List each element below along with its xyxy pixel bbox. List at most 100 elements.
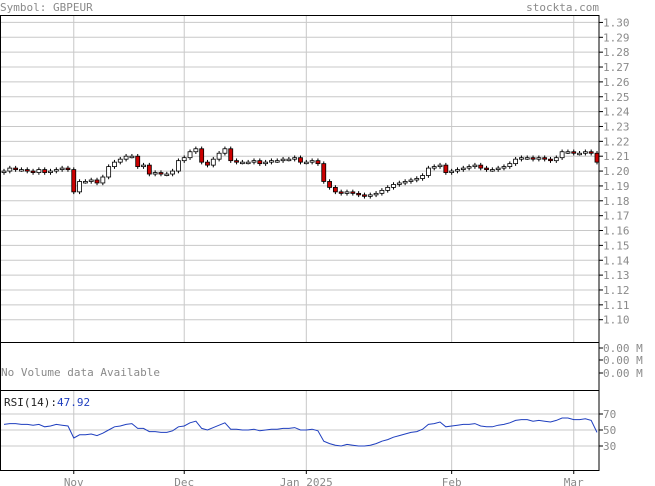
candle-body <box>542 157 548 160</box>
candle-body <box>228 148 234 162</box>
candle-body <box>117 158 123 163</box>
time-axis: Nov Dec Jan 2025 Feb Mar <box>64 470 584 486</box>
price-tick-label: 1.18 <box>603 195 630 208</box>
candle-body <box>350 191 356 194</box>
candle-body <box>582 151 588 154</box>
price-tick-label: 1.11 <box>603 299 630 312</box>
candle-body <box>199 148 205 163</box>
candle-body <box>489 169 495 172</box>
candle-body <box>176 160 181 172</box>
price-tick-label: 1.12 <box>603 284 630 297</box>
candle-body <box>222 148 228 154</box>
candle-body <box>437 164 443 168</box>
panel-frame <box>0 390 600 471</box>
candle-body <box>519 157 524 160</box>
candle-body <box>362 194 367 197</box>
price-tick-label: 1.19 <box>603 180 630 193</box>
candle-body <box>193 148 199 153</box>
candle-body <box>315 160 321 165</box>
candle-body <box>472 164 478 168</box>
price-tick-label: 1.17 <box>603 210 630 223</box>
candle-body <box>205 161 210 166</box>
candle-body <box>571 151 577 154</box>
price-axis: 1.30 1.29 1.28 1.27 1.26 1.25 1.241.23 1.22 1.21… <box>599 16 630 327</box>
price-tick-label: 1.16 <box>603 225 630 238</box>
candle-body <box>164 173 170 176</box>
candle-body <box>524 157 530 160</box>
candle-body <box>245 161 251 165</box>
rsi-line <box>3 417 598 447</box>
price-tick-label: 1.22 <box>603 135 630 148</box>
candle-body <box>548 158 553 162</box>
candle-body <box>431 166 437 169</box>
candle-body <box>7 167 13 172</box>
candle-body <box>338 191 344 194</box>
candle-body <box>88 179 94 182</box>
candle-body <box>257 160 263 165</box>
candle-body <box>77 181 82 193</box>
candle-body <box>181 157 187 162</box>
volume-message: No Volume data Available <box>1 366 160 379</box>
candle-body <box>513 158 519 165</box>
candle-body <box>53 169 59 172</box>
rsi-tick-label: 30 <box>603 440 616 453</box>
candle-body <box>42 169 48 173</box>
price-tick-label: 1.29 <box>603 31 630 44</box>
candle-body <box>292 157 298 160</box>
candle-body <box>385 187 391 191</box>
candle-body <box>408 179 414 182</box>
candle-body <box>588 151 594 154</box>
candle-body <box>65 167 71 170</box>
candle-body <box>123 155 129 160</box>
panel-frames <box>0 15 600 471</box>
price-tick-label: 1.13 <box>603 269 630 282</box>
time-tick-label: Nov <box>64 476 84 486</box>
site-label: stockta.com <box>526 1 599 14</box>
price-tick-label: 1.14 <box>603 254 630 267</box>
rsi-gridlines <box>0 390 599 470</box>
candle-body <box>269 160 274 163</box>
candle-body <box>251 160 257 163</box>
candle-body <box>553 157 559 162</box>
candle-body <box>426 167 431 176</box>
rsi-value: 47.92 <box>57 396 90 409</box>
candle-body <box>274 160 280 163</box>
candle-body <box>344 191 350 194</box>
candle-body <box>507 163 513 168</box>
time-tick-label: Jan 2025 <box>280 476 333 486</box>
price-tick-label: 1.26 <box>603 76 630 89</box>
candle-body <box>536 157 542 160</box>
candle-body <box>129 155 135 159</box>
candle-body <box>373 192 379 196</box>
rsi-axis: 70 50 30 <box>599 408 616 453</box>
candle-body <box>449 170 455 173</box>
candle-body <box>443 164 449 173</box>
time-tick-label: Mar <box>564 476 584 486</box>
candle-body <box>402 181 408 184</box>
candle-body <box>106 166 112 178</box>
candle-body <box>19 169 24 172</box>
candle-body <box>112 161 117 168</box>
panel-frame <box>0 15 600 343</box>
candle-body <box>94 179 100 184</box>
candle-body <box>379 189 385 194</box>
volume-tick-label: 0.00 M <box>603 342 643 355</box>
candle-body <box>286 158 292 162</box>
candle-body <box>484 167 489 170</box>
candle-body <box>13 167 19 170</box>
candle-body <box>71 169 77 193</box>
candle-body <box>82 181 88 184</box>
candle-body <box>356 192 362 196</box>
price-tick-label: 1.23 <box>603 120 630 133</box>
price-tick-label: 1.28 <box>603 46 630 59</box>
symbol-label: Symbol: GBPEUR <box>0 1 93 14</box>
candle-body <box>146 164 152 175</box>
price-tick-label: 1.21 <box>603 150 630 163</box>
price-tick-label: 1.15 <box>603 239 630 252</box>
volume-panel: No Volume data Available <box>1 366 160 379</box>
candle-body <box>332 187 338 193</box>
candle-body <box>594 152 600 163</box>
candle-body <box>135 155 141 168</box>
candle-body <box>1 170 7 173</box>
